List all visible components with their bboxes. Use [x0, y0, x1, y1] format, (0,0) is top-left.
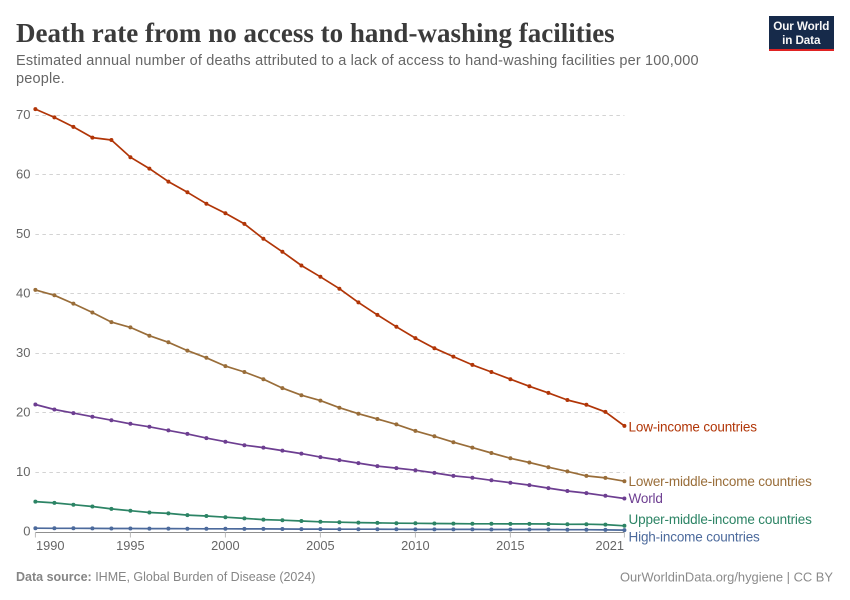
- svg-text:30: 30: [16, 345, 30, 360]
- svg-text:Low-income countries: Low-income countries: [629, 420, 758, 435]
- svg-text:Upper-middle-income countries: Upper-middle-income countries: [629, 512, 813, 527]
- svg-text:2005: 2005: [306, 538, 334, 553]
- svg-text:Lower-middle-income countries: Lower-middle-income countries: [629, 474, 813, 489]
- svg-text:High-income countries: High-income countries: [629, 530, 761, 545]
- svg-text:40: 40: [16, 286, 30, 301]
- svg-text:60: 60: [16, 167, 30, 182]
- svg-text:0: 0: [23, 524, 30, 539]
- svg-text:1990: 1990: [36, 538, 64, 553]
- svg-text:OurWorldinData.org/hygiene | C: OurWorldinData.org/hygiene | CC BY: [620, 569, 833, 584]
- svg-text:10: 10: [16, 464, 30, 479]
- svg-text:World: World: [629, 491, 663, 506]
- svg-text:Data source: IHME, Global Burd: Data source: IHME, Global Burden of Dise…: [16, 570, 315, 584]
- svg-text:70: 70: [16, 107, 30, 122]
- svg-text:2021: 2021: [596, 538, 624, 553]
- svg-text:20: 20: [16, 405, 30, 420]
- svg-text:1995: 1995: [116, 538, 144, 553]
- svg-text:2010: 2010: [401, 538, 429, 553]
- svg-text:50: 50: [16, 226, 30, 241]
- svg-text:2015: 2015: [496, 538, 524, 553]
- svg-text:2000: 2000: [211, 538, 239, 553]
